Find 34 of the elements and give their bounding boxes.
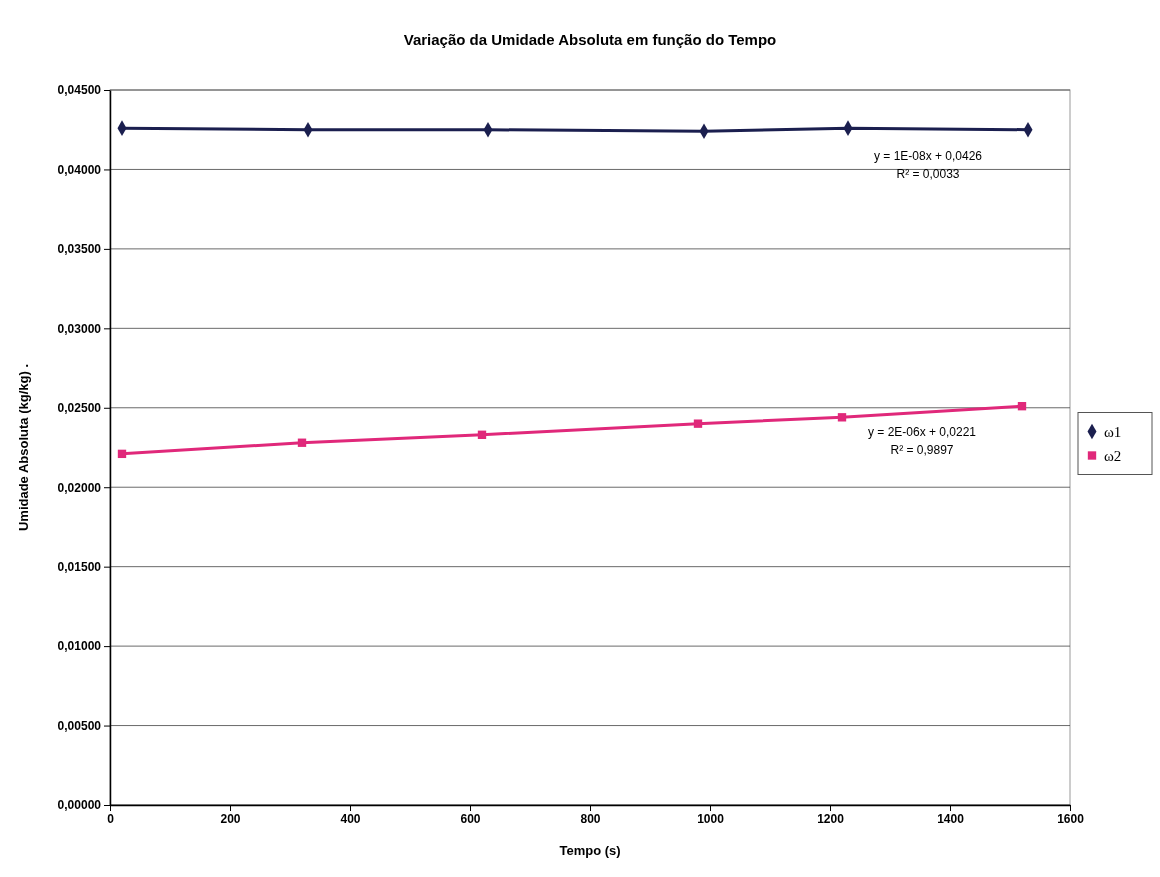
y-tick-label: 0,03000: [57, 321, 102, 336]
y-tick-label: 0,01500: [57, 560, 102, 575]
point: [693, 419, 703, 428]
legend-label: ω2: [1104, 447, 1122, 464]
annotation: R² = 0,9897: [890, 443, 954, 458]
x-tick-label: 200: [220, 811, 241, 826]
x-tick-label: 1600: [1057, 811, 1085, 826]
y-tick-label: 0,01000: [57, 639, 102, 654]
annotation: R² = 0,0033: [896, 166, 960, 181]
y-tick-label: 0,02000: [57, 480, 102, 495]
y-tick-label: 0,00500: [57, 718, 102, 733]
x-tick-label: 800: [580, 811, 601, 826]
x-tick-label: 400: [340, 811, 361, 826]
x-tick-label: 1400: [937, 811, 965, 826]
annotation: y = 2E-06x + 0,0221: [867, 425, 977, 440]
point: [117, 449, 127, 459]
chart-title: Variação da Umidade Absoluta em função do Tempo: [403, 31, 777, 48]
y-tick-label: 0,02500: [57, 401, 102, 416]
x-tick-label: 1000: [697, 811, 725, 826]
y-tick-label: 0,04500: [57, 83, 102, 98]
point: [1017, 402, 1027, 411]
y-tick-label: 0,03500: [57, 242, 102, 257]
legend-label: ω1: [1104, 423, 1122, 440]
y-axis-title: Umidade Absoluta (kg/kg) .: [16, 363, 31, 532]
x-axis-title: Tempo (s): [559, 843, 621, 858]
annotation: y = 1E-08x + 0,0426: [873, 148, 983, 163]
point: [477, 430, 487, 439]
y-tick-label: 0,00000: [57, 798, 102, 813]
x-tick-label: 1200: [817, 811, 845, 826]
point: [837, 413, 847, 422]
point: [297, 438, 307, 447]
x-tick-label: 600: [460, 811, 481, 826]
y-tick-label: 0,04000: [57, 162, 102, 177]
x-tick-label: 0: [107, 811, 115, 826]
